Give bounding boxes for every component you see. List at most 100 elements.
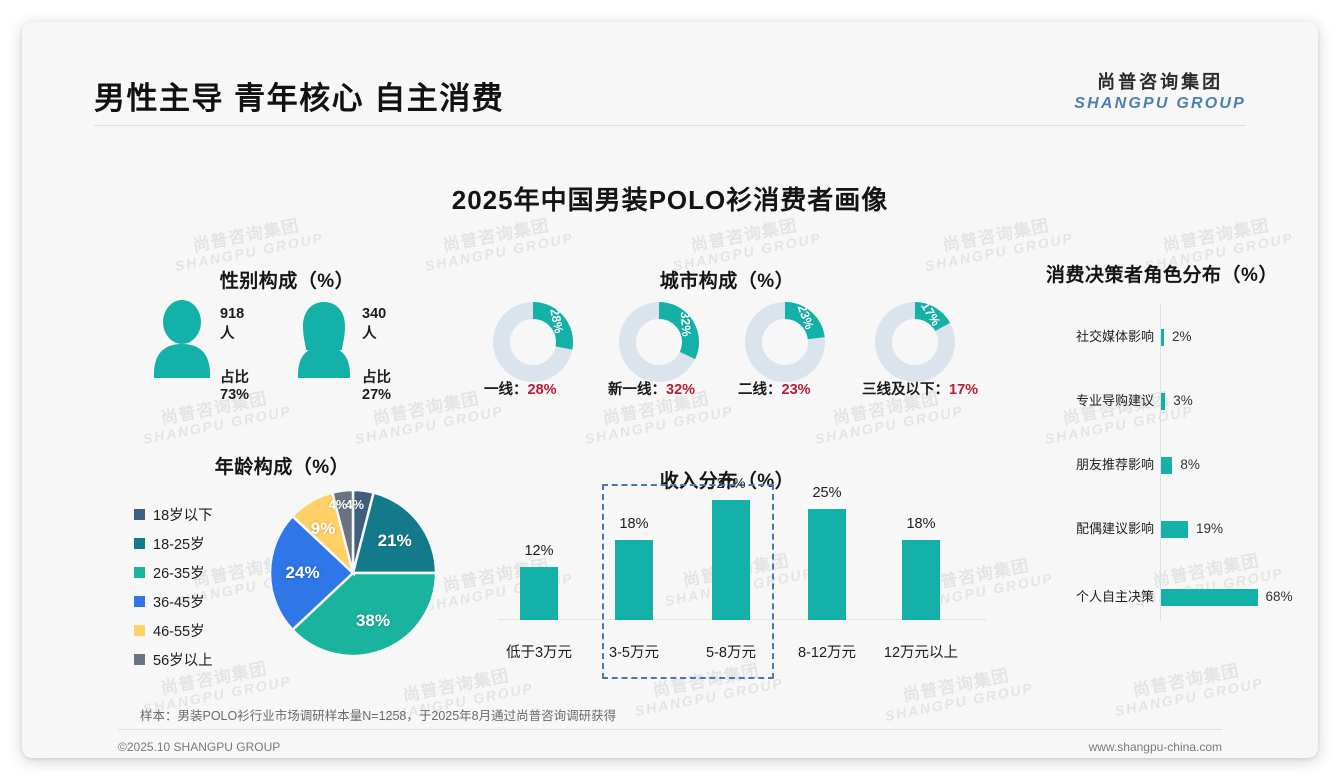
page-header: 男性主导 青年核心 自主消费 尚普咨询集团 SHANGPU GROUP bbox=[94, 68, 1246, 126]
income-section-title: 收入分布（%） bbox=[659, 471, 795, 492]
income-value-4: 25% bbox=[812, 484, 842, 501]
city-caption-value: 17% bbox=[949, 382, 979, 398]
city-caption-1: 一线：28% bbox=[484, 378, 557, 399]
city-caption-4: 三线及以下：17% bbox=[862, 378, 978, 399]
header-title: 男性主导 青年核心 自主消费 bbox=[94, 81, 505, 116]
income-bar-chart: 12% 低于3万元 18% 3-5万元 27% 5-8万元 25% 8-12万元 18% 12万元… bbox=[490, 476, 990, 692]
gender-female-count: 340人 bbox=[362, 306, 387, 342]
role-bar bbox=[1161, 393, 1166, 410]
age-pie-chart: 4% 21% 38% 24% 9% 4% bbox=[268, 488, 438, 658]
age-legend-item-4: 36-45岁 bbox=[134, 587, 213, 616]
pie-slice-4 bbox=[268, 514, 355, 632]
income-bar-1 bbox=[520, 566, 558, 620]
pie-label-5: 9% bbox=[310, 518, 336, 538]
pie-slice-2 bbox=[351, 491, 438, 575]
legend-swatch bbox=[134, 596, 145, 607]
gender-section-title: 性别构成（%） bbox=[219, 271, 355, 292]
role-label: 朋友推荐影响 bbox=[1075, 457, 1154, 472]
role-bar bbox=[1161, 589, 1258, 606]
city-caption-label: 新一线： bbox=[608, 382, 666, 398]
age-legend-item-3: 26-35岁 bbox=[134, 558, 213, 587]
legend-label: 56岁以上 bbox=[153, 653, 213, 669]
role-row-3: 朋友推荐影响 8% bbox=[1032, 454, 1300, 476]
gender-item-male: 918人 占比73% bbox=[152, 300, 249, 403]
roles-section-title: 消费决策者角色分布（%） bbox=[1046, 265, 1278, 286]
income-bar-5 bbox=[902, 539, 940, 620]
income-value-3: 27% bbox=[716, 475, 746, 492]
legend-label: 36-45岁 bbox=[153, 595, 205, 611]
roles-axis-line bbox=[1160, 304, 1161, 620]
donut-svg bbox=[875, 302, 955, 382]
city-caption-value: 28% bbox=[527, 382, 557, 398]
city-section-title: 城市构成（%） bbox=[659, 271, 795, 292]
role-row-1: 社交媒体影响 2% bbox=[1032, 326, 1300, 348]
city-donut-value-2: 32% bbox=[677, 311, 694, 338]
logo-english-text: SHANGPU GROUP bbox=[1074, 95, 1246, 112]
role-value: 8% bbox=[1180, 457, 1200, 472]
legend-swatch bbox=[134, 538, 145, 549]
gender-male-text: 918人 占比73% bbox=[220, 306, 249, 403]
gender-female-text: 340人 占比27% bbox=[362, 306, 391, 403]
role-value: 19% bbox=[1195, 521, 1223, 536]
age-legend-item-1: 18岁以下 bbox=[134, 500, 213, 529]
legend-swatch bbox=[134, 567, 145, 578]
age-legend-item-5: 46-55岁 bbox=[134, 616, 213, 645]
logo-chinese-text: 尚普咨询集团 bbox=[1097, 72, 1224, 92]
gender-female-share: 占比27% bbox=[362, 370, 392, 403]
legend-label: 26-35岁 bbox=[153, 566, 205, 582]
pie-slice-6 bbox=[330, 488, 355, 574]
income-bar-4 bbox=[808, 508, 846, 620]
income-bar-2 bbox=[615, 539, 653, 620]
income-category-1: 低于3万元 bbox=[505, 645, 573, 661]
role-label: 配偶建议影响 bbox=[1075, 521, 1154, 536]
donut-svg bbox=[493, 302, 573, 382]
income-highlight-box bbox=[602, 484, 774, 679]
footer-divider bbox=[118, 729, 1222, 730]
page-title: 2025年中国男装POLO衫消费者画像 bbox=[451, 185, 889, 215]
age-pie-legend: 18岁以下 18-25岁 26-35岁 36-45岁 46-55岁 56岁以上 bbox=[134, 500, 213, 674]
role-bar bbox=[1161, 329, 1164, 346]
website-url: www.shangpu-china.com bbox=[1088, 740, 1222, 754]
city-donut-4: 17% bbox=[872, 299, 958, 385]
income-category-3: 5-8万元 bbox=[706, 645, 756, 661]
legend-label: 18-25岁 bbox=[153, 537, 205, 553]
donut-svg bbox=[745, 302, 825, 382]
role-row-4: 配偶建议影响 19% bbox=[1032, 518, 1300, 540]
role-label: 社交媒体影响 bbox=[1075, 329, 1154, 344]
city-caption-2: 新一线：32% bbox=[608, 378, 695, 399]
role-label: 专业导购建议 bbox=[1075, 393, 1154, 408]
age-legend-item-2: 18-25岁 bbox=[134, 529, 213, 558]
role-value: 68% bbox=[1265, 589, 1293, 604]
pie-label-3: 38% bbox=[355, 610, 390, 630]
pie-svg bbox=[268, 488, 438, 658]
gender-male-share: 占比73% bbox=[220, 370, 250, 403]
income-value-1: 12% bbox=[524, 542, 554, 559]
gender-male-count: 918人 bbox=[220, 306, 245, 342]
roles-bar-chart: 社交媒体影响 2% 专业导购建议 3% 朋友推荐影响 8% 配偶建议影响 19% 个人自主决策 6… bbox=[1032, 304, 1300, 620]
city-caption-value: 32% bbox=[666, 382, 696, 398]
male-silhouette-icon bbox=[154, 300, 210, 378]
pie-label-2: 21% bbox=[377, 531, 412, 551]
role-row-5: 个人自主决策 68% bbox=[1032, 586, 1300, 608]
income-value-2: 18% bbox=[619, 515, 649, 532]
role-value: 3% bbox=[1173, 393, 1193, 408]
pie-label-1: 4% bbox=[345, 497, 365, 513]
sample-note: 样本：男装POLO衫行业市场调研样本量N=1258，于2025年8月通过尚普咨询… bbox=[140, 709, 617, 723]
copyright-text: ©2025.10 SHANGPU GROUP bbox=[118, 740, 281, 754]
city-donut-3: 23% bbox=[742, 299, 828, 385]
infographic-page: 尚普咨询集团 SHANGPU GROUP 尚普咨询集团 SHANGPU GROUP 尚普… bbox=[22, 22, 1318, 758]
age-section-title: 年龄构成（%） bbox=[214, 457, 350, 478]
legend-swatch bbox=[134, 654, 145, 665]
income-category-2: 3-5万元 bbox=[609, 645, 659, 661]
city-caption-label: 二线： bbox=[738, 382, 782, 398]
city-donut-1: 28% bbox=[490, 299, 576, 385]
role-label: 个人自主决策 bbox=[1075, 589, 1154, 604]
city-caption-label: 一线： bbox=[484, 382, 528, 398]
pie-label-6: 4% bbox=[328, 497, 348, 513]
female-silhouette-icon bbox=[298, 302, 350, 378]
city-donut-2: 32% bbox=[616, 299, 702, 385]
brand-logo: 尚普咨询集团 SHANGPU GROUP bbox=[1074, 68, 1246, 113]
role-bar bbox=[1161, 521, 1188, 538]
income-bar-3 bbox=[712, 499, 750, 620]
gender-item-female: 340人 占比27% bbox=[294, 300, 391, 403]
